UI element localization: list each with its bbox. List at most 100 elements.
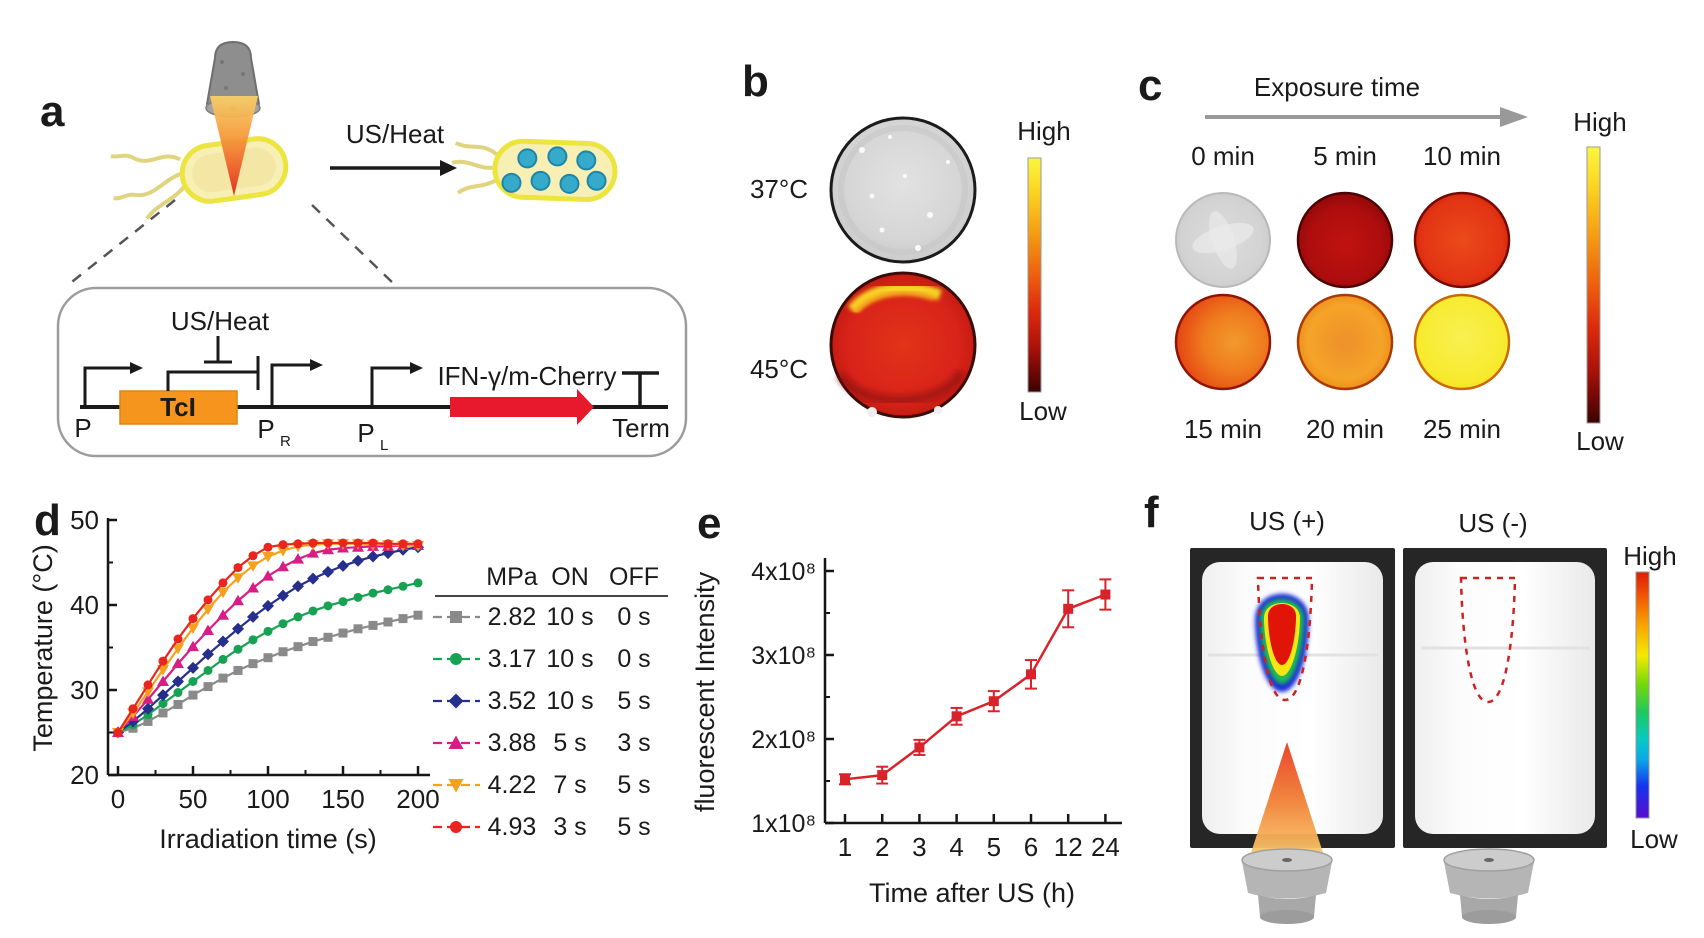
colorbar-c-high-label: High <box>1573 107 1626 137</box>
d-x-tick-label: 200 <box>396 784 439 814</box>
d-y-tick-label: 20 <box>70 760 99 790</box>
d-data-point <box>202 624 214 635</box>
ultrasound-beam <box>210 96 258 196</box>
colorbar-f-high-label: High <box>1623 541 1676 571</box>
e-data-point <box>1063 603 1074 614</box>
d-legend-mpa: 3.88 <box>488 729 537 757</box>
d-data-point <box>293 539 303 549</box>
d-legend-header: OFF <box>609 563 659 591</box>
d-data-point <box>262 552 274 563</box>
temp-label-37: 37°C <box>750 174 808 204</box>
d-data-point <box>263 626 273 636</box>
d-data-point <box>398 581 408 591</box>
e-x-tick-label: 3 <box>912 832 926 862</box>
d-data-point <box>218 673 228 683</box>
temperature-chart-legend: MPa ON OFF 2.82 10 s 0 s 3.17 10 s 0 s 3.52 10 s 5 … <box>433 563 668 841</box>
d-data-point <box>383 617 393 627</box>
phantom-photo-us-plus <box>1190 548 1395 848</box>
d-data-point <box>292 580 304 593</box>
d-data-point <box>398 614 408 624</box>
d-legend-marker <box>450 611 462 623</box>
thermal-well-25min <box>1413 293 1511 391</box>
d-data-point <box>263 653 273 663</box>
d-legend-mpa: 4.93 <box>488 813 537 841</box>
colorbar-b-low-label: Low <box>1019 396 1067 426</box>
d-data-point <box>337 559 349 572</box>
d-data-point <box>307 572 319 585</box>
panel-f: f US (+) US (-) <box>1144 488 1678 924</box>
d-data-point <box>367 550 379 563</box>
flagellum <box>456 177 499 195</box>
flagellum <box>110 153 181 163</box>
panel-d-letter: d <box>34 496 61 545</box>
d-x-tick-label: 100 <box>246 784 289 814</box>
d-data-point <box>247 610 259 623</box>
d-x-axis-label: Irradiation time (s) <box>159 824 377 854</box>
d-data-point <box>368 620 378 630</box>
d-legend-header: MPa <box>486 563 538 591</box>
panel-e-letter: e <box>697 499 721 548</box>
d-data-point <box>157 689 169 702</box>
us-minus-label: US (-) <box>1458 508 1527 538</box>
panel-c-letter: c <box>1138 61 1162 110</box>
callout-line <box>67 199 176 286</box>
e-data-point <box>988 696 999 707</box>
phantom-photo-us-minus <box>1403 548 1607 848</box>
panel-c: c Exposure time 0 min 5 min 10 min 15 mi… <box>1138 61 1627 456</box>
e-x-tick-label: 12 <box>1054 832 1083 862</box>
panel-b: b 37°C 45°C High Low <box>742 57 1071 426</box>
flagellum <box>451 159 497 170</box>
d-legend-off: 5 s <box>617 771 650 799</box>
promoter-p-arrowhead <box>130 362 143 374</box>
transducer-us-plus-icon <box>1241 848 1333 924</box>
e-x-tick-label: 24 <box>1091 832 1120 862</box>
d-data-point <box>398 539 408 549</box>
time-label-15min: 15 min <box>1184 414 1262 444</box>
e-data-point <box>1026 669 1036 680</box>
e-y-tick-label: 1x10⁸ <box>751 810 816 838</box>
colorbar-b-high-label: High <box>1017 116 1070 146</box>
d-data-point <box>338 538 348 548</box>
d-data-point <box>277 589 289 602</box>
d-data-point <box>248 551 258 561</box>
d-data-point <box>323 632 333 642</box>
d-data-point <box>307 547 319 558</box>
tci-gene-label: TcI <box>160 392 196 422</box>
time-label-25min: 25 min <box>1423 414 1501 444</box>
d-data-point <box>202 604 214 616</box>
thermal-dish-37c <box>829 116 977 264</box>
e-y-axis-label: fluorescent Intensity <box>690 571 720 812</box>
bacterium-after <box>451 138 618 202</box>
e-data-point <box>951 711 962 722</box>
d-data-point <box>413 610 423 620</box>
d-data-point <box>143 680 153 690</box>
d-legend-marker <box>448 779 464 793</box>
temp-label-45: 45°C <box>750 354 808 384</box>
expressed-protein-dots <box>501 146 607 194</box>
time-label-20min: 20 min <box>1306 414 1384 444</box>
gene-circuit: P TcI US/Heat P R P L IFN-γ/m-Cherry <box>56 286 688 458</box>
promoter-pr-arrowhead <box>310 359 323 371</box>
panel-a: a US/Heat <box>40 40 688 458</box>
d-data-point <box>277 560 289 572</box>
d-x-tick-label: 0 <box>111 784 125 814</box>
e-data-point <box>1100 589 1111 600</box>
d-data-point <box>323 538 333 548</box>
dish-notch <box>867 407 877 417</box>
d-data-point <box>308 538 318 548</box>
d-legend-marker <box>448 693 464 709</box>
us-heat-inhibitor-label: US/Heat <box>171 306 270 336</box>
thermal-well-5min <box>1296 191 1394 289</box>
d-legend-header: ON <box>551 563 589 591</box>
e-x-tick-label: 5 <box>987 832 1001 862</box>
d-data-point <box>233 665 243 675</box>
flagellum <box>113 171 183 201</box>
d-data-point <box>203 665 213 675</box>
d-data-point <box>217 609 229 620</box>
d-legend-mpa: 2.82 <box>488 603 537 631</box>
promoter-pl-arrowhead <box>410 362 423 374</box>
d-data-point <box>262 570 274 581</box>
d-data-point <box>338 628 348 638</box>
d-data-point <box>278 647 288 657</box>
